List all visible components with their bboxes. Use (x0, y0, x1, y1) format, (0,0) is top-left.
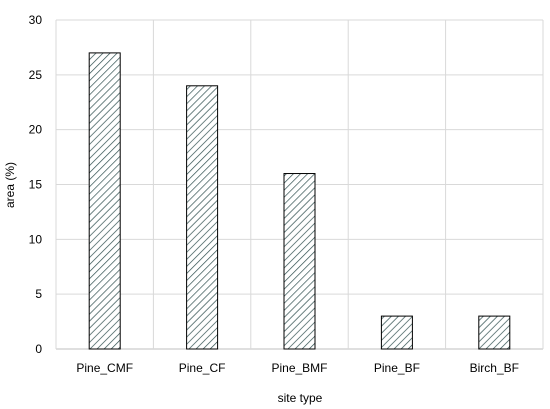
y-axis-ticks: 0 5 10 15 20 25 30 (29, 13, 43, 356)
y-tick-label: 10 (29, 232, 43, 246)
bars (88, 52, 511, 350)
x-tick-label: Pine_BMF (271, 361, 327, 375)
x-tick-label: Pine_CMF (76, 361, 133, 375)
y-tick-label: 5 (35, 287, 42, 301)
y-tick-label: 0 (35, 342, 42, 356)
y-tick-label: 25 (29, 68, 43, 82)
x-tick-label: Pine_CF (179, 361, 226, 375)
bar-pine-bmf (283, 173, 316, 350)
x-axis-title: site type (278, 391, 323, 405)
bar-pine-cf (186, 85, 219, 350)
gridlines (55, 19, 544, 350)
y-axis-title: area (%) (3, 162, 17, 208)
x-tick-label: Birch_BF (470, 361, 519, 375)
bar-pine-bf (380, 315, 413, 350)
y-tick-label: 20 (29, 123, 43, 137)
y-tick-label: 30 (29, 13, 43, 27)
x-tick-label: Pine_BF (374, 361, 420, 375)
x-axis-ticks: Pine_CMF Pine_CF Pine_BMF Pine_BF Birch_BF (76, 361, 519, 375)
bar-birch-bf (478, 315, 511, 350)
bar-pine-cmf (88, 52, 121, 350)
y-tick-label: 15 (29, 178, 43, 192)
